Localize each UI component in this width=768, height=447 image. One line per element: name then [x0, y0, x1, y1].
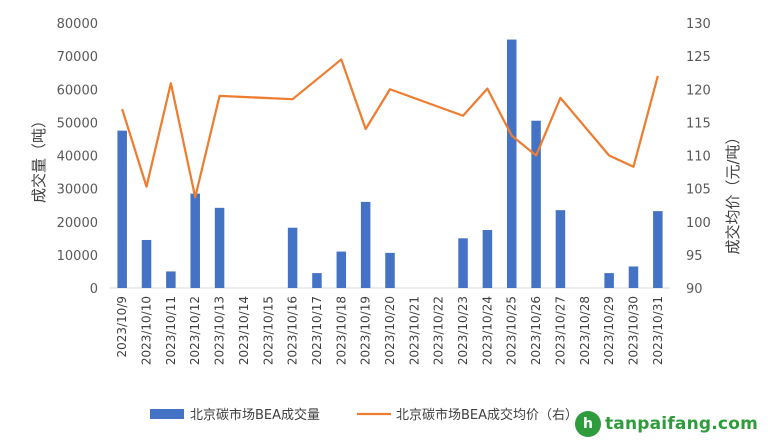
watermark: h tanpaifang.com [574, 409, 758, 439]
volume-bars [117, 39, 663, 288]
volume-bar [482, 230, 493, 288]
volume-bar [604, 273, 614, 288]
right-axis-ticks: 90 95 100 105 110 115 120 125 130 [686, 17, 711, 297]
x-axis-ticks: 2023/10/9 2023/10/10 2023/10/11 2023/10/12 2… [115, 296, 665, 365]
x-tick-label: 2023/10/10 [140, 296, 154, 365]
x-tick-label: 2023/10/22 [432, 296, 446, 365]
legend: 北京碳市场BEA成交量 北京碳市场BEA成交均价（右） [150, 407, 578, 423]
volume-bar [531, 120, 541, 288]
x-tick-label: 2023/10/14 [237, 296, 251, 365]
volume-bar [166, 271, 176, 288]
volume-bar [214, 207, 225, 288]
watermark-logo-icon: h [574, 411, 601, 437]
volume-bar [190, 193, 200, 288]
x-tick-label: 2023/10/31 [651, 296, 665, 365]
left-tick-label: 80000 [57, 17, 98, 32]
x-tick-label: 2023/10/16 [286, 296, 300, 365]
x-tick-label: 2023/10/15 [261, 296, 275, 365]
x-tick-label: 2023/10/11 [164, 296, 178, 365]
watermark-text: tanpaifang.com [604, 414, 758, 434]
volume-bar [385, 252, 395, 288]
volume-bar [555, 210, 566, 288]
volume-bar [360, 201, 371, 288]
x-tick-label: 2023/10/29 [602, 296, 616, 365]
right-tick-label: 125 [686, 50, 711, 65]
left-tick-label: 40000 [57, 150, 98, 165]
right-tick-label: 120 [686, 83, 711, 98]
right-tick-label: 110 [686, 150, 711, 165]
legend-line-label: 北京碳市场BEA成交均价（右） [396, 407, 578, 423]
left-tick-label: 50000 [57, 116, 98, 131]
x-tick-label: 2023/10/18 [334, 296, 348, 365]
right-tick-label: 105 [686, 183, 711, 198]
volume-bar [117, 130, 127, 288]
watermark-logo-letter: h [582, 416, 593, 432]
volume-bar [141, 239, 152, 288]
price-line-group [121, 58, 659, 199]
x-tick-label: 2023/10/27 [553, 296, 567, 365]
x-tick-label: 2023/10/21 [407, 296, 421, 365]
right-axis-title: 成交均价（元/吨） [724, 129, 742, 254]
left-tick-label: 30000 [57, 183, 98, 198]
volume-bar [458, 238, 468, 288]
x-tick-label: 2023/10/26 [529, 296, 543, 365]
right-tick-label: 100 [686, 216, 711, 231]
right-tick-label: 115 [686, 116, 711, 131]
legend-bar-swatch [150, 409, 184, 419]
x-tick-label: 2023/10/17 [310, 296, 324, 365]
left-tick-label: 70000 [57, 50, 98, 65]
left-tick-label: 60000 [57, 83, 98, 98]
left-axis-ticks: 0 10000 20000 30000 40000 50000 60000 70000 8000… [57, 17, 98, 297]
x-tick-label: 2023/10/25 [505, 296, 519, 365]
left-tick-label: 10000 [57, 249, 98, 264]
legend-bar-label: 北京碳市场BEA成交量 [190, 407, 320, 423]
volume-bar [336, 251, 347, 288]
x-tick-label: 2023/10/23 [456, 296, 470, 365]
left-tick-label: 20000 [57, 216, 98, 231]
volume-bar [506, 39, 517, 288]
right-tick-label: 130 [686, 17, 711, 32]
x-tick-label: 2023/10/20 [383, 296, 397, 365]
left-axis-title: 成交量（吨） [30, 113, 48, 203]
volume-bar [287, 227, 298, 288]
x-tick-label: 2023/10/30 [626, 296, 640, 365]
volume-bar [312, 273, 322, 288]
x-tick-label: 2023/10/13 [213, 296, 227, 365]
x-tick-label: 2023/10/19 [359, 296, 373, 365]
right-tick-label: 95 [686, 249, 703, 264]
x-tick-label: 2023/10/28 [578, 296, 592, 365]
right-tick-label: 90 [686, 282, 703, 297]
x-tick-label: 2023/10/12 [188, 296, 202, 365]
volume-bar [653, 211, 663, 288]
x-tick-label: 2023/10/24 [480, 296, 494, 365]
x-tick-label: 2023/10/9 [115, 296, 129, 358]
price-line [121, 58, 659, 199]
left-tick-label: 0 [90, 282, 98, 297]
volume-bar [628, 266, 639, 288]
